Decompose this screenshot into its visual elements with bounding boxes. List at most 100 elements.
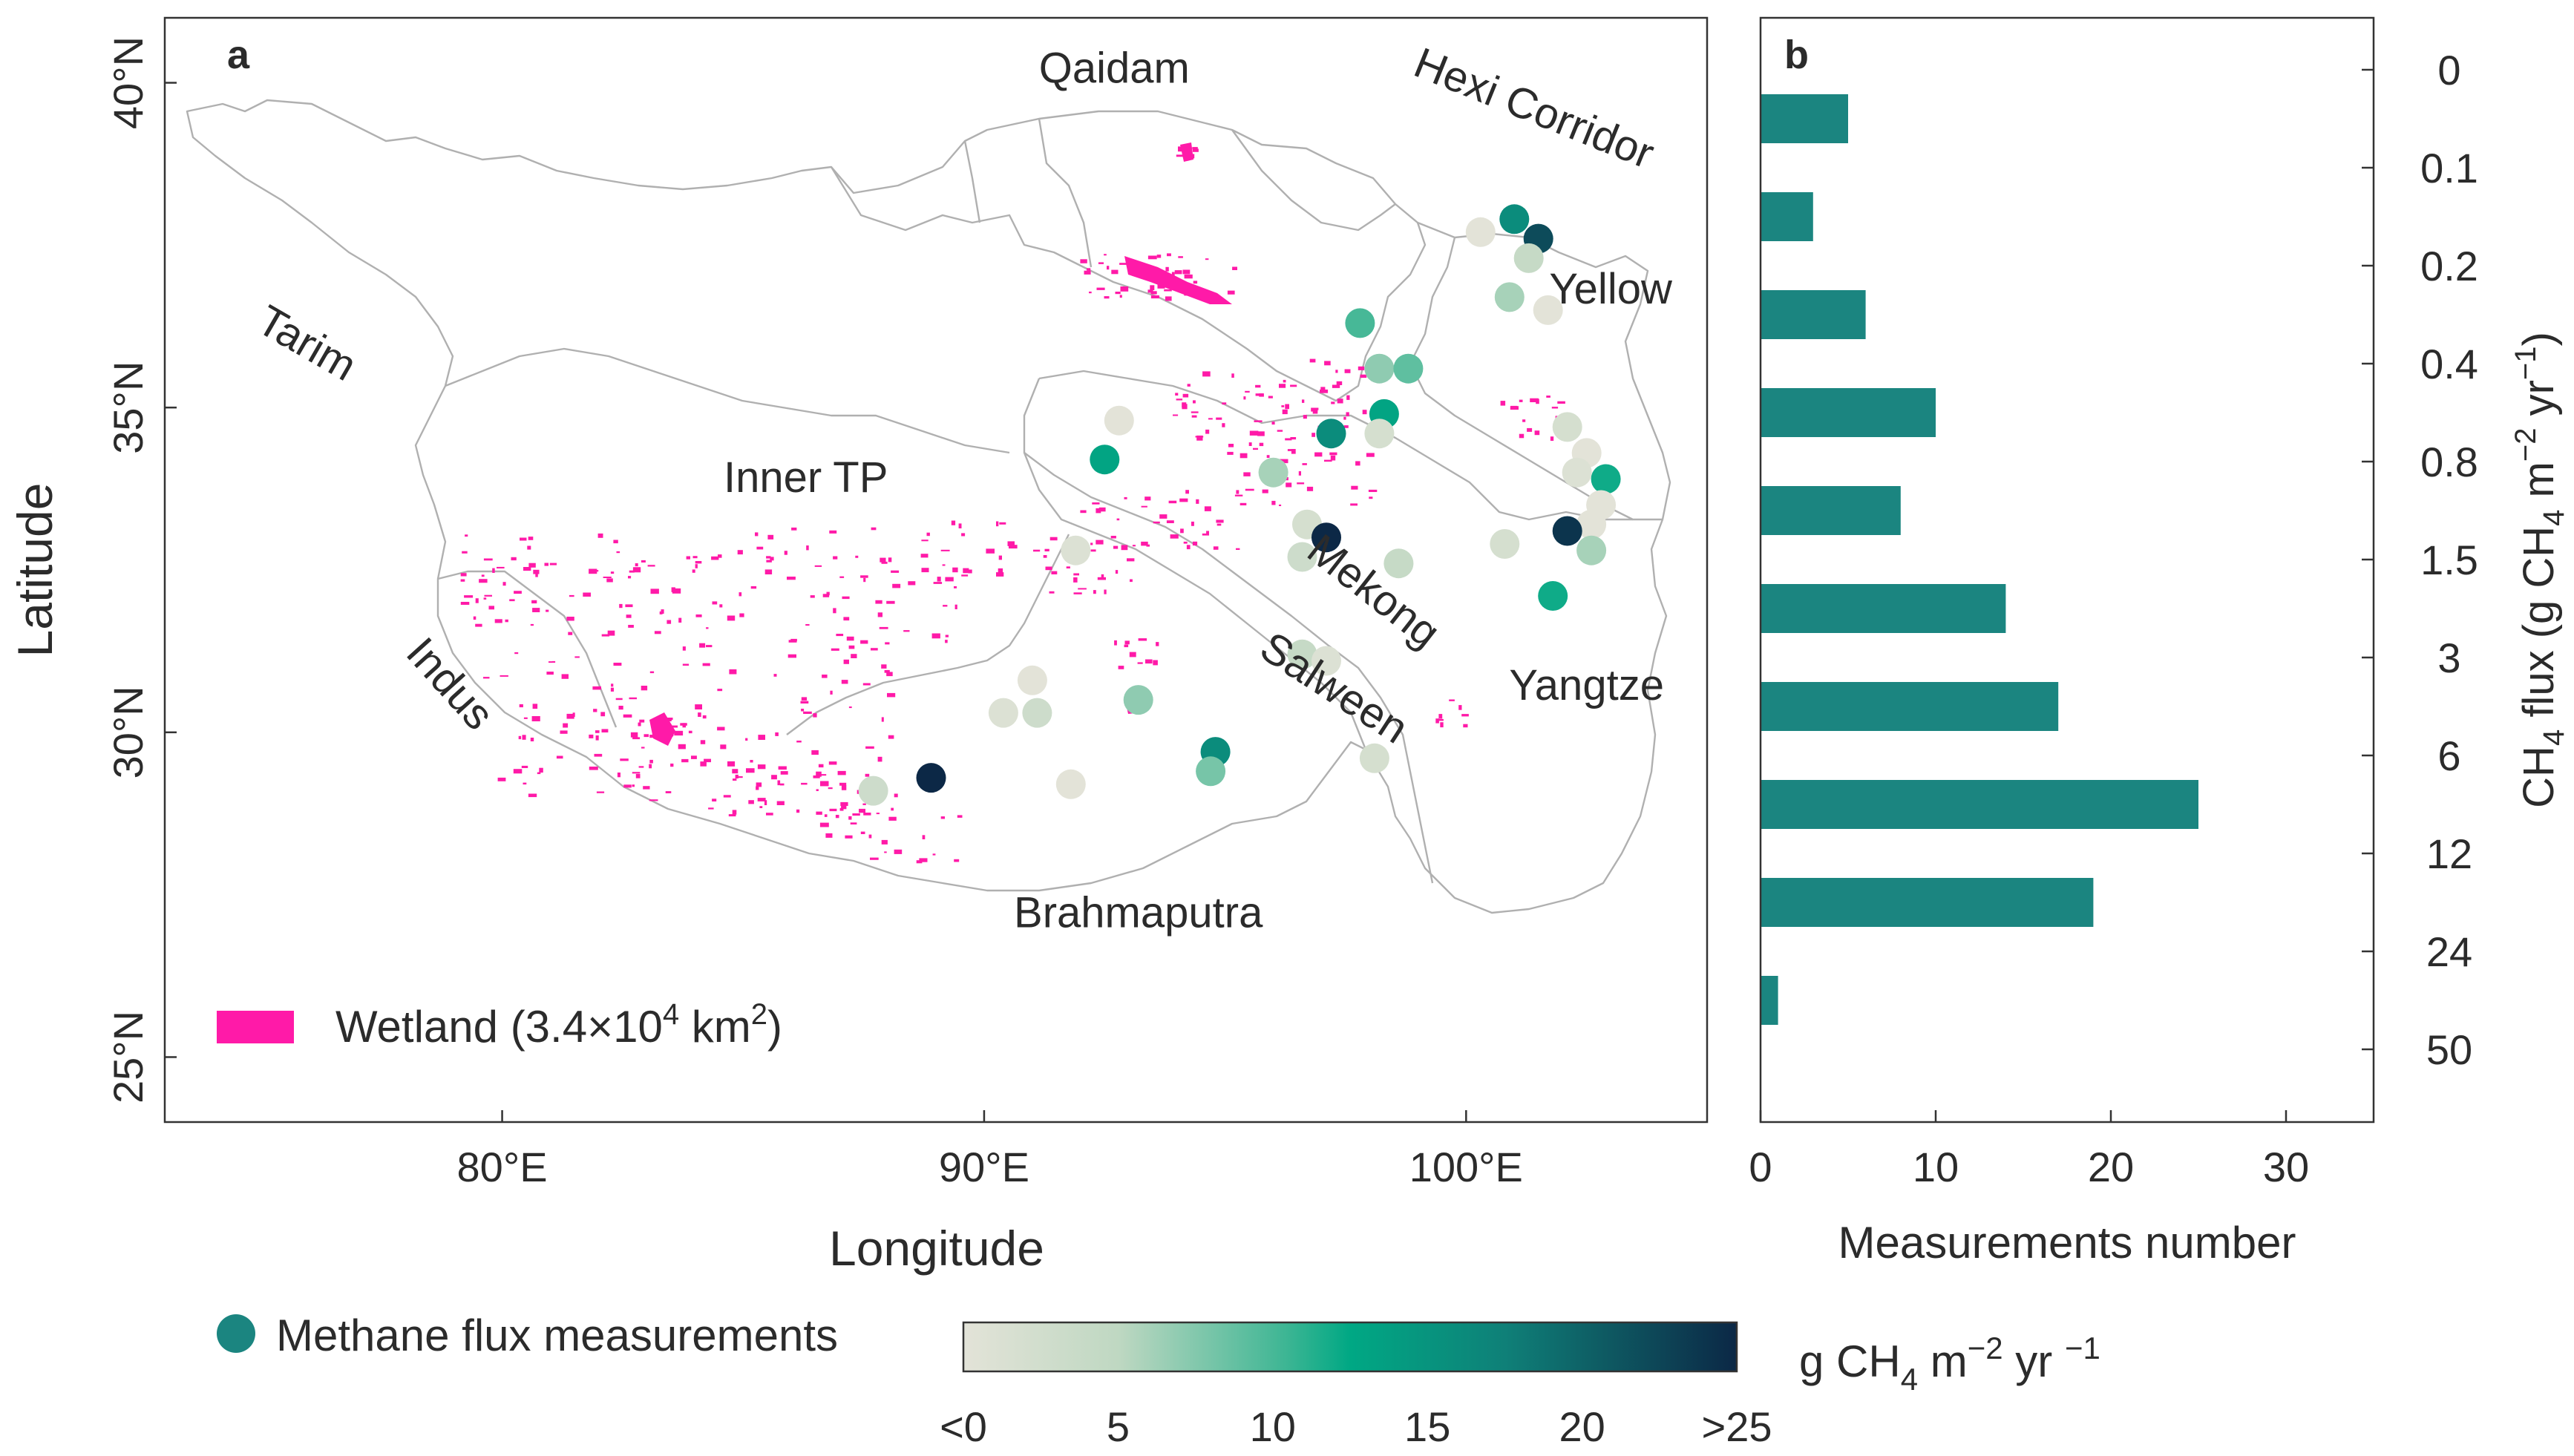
wetland-patch: [787, 577, 796, 580]
wetland-patch: [502, 582, 506, 586]
bar-y-tick-label: 0.4: [2420, 341, 2478, 387]
wetland-patch: [628, 576, 632, 579]
wetland-patch: [632, 772, 641, 774]
wetland-patch: [1279, 504, 1282, 506]
wetland-patch: [649, 799, 658, 801]
x-tick-label: 100°E: [1409, 1144, 1523, 1190]
wetland-patch: [603, 577, 612, 578]
wetland-patch: [594, 753, 603, 757]
wetland-patch: [629, 697, 637, 700]
wetland-patch: [961, 533, 966, 537]
wetland-patch: [766, 556, 771, 559]
wetland-patch: [816, 811, 822, 815]
wetland-patch: [1147, 289, 1153, 293]
wetland-patch: [1546, 396, 1550, 398]
wetland-patch: [841, 804, 847, 810]
wetland-patch: [1080, 259, 1087, 263]
wetland-patch: [767, 534, 774, 540]
wetland-patch: [1104, 296, 1110, 299]
wetland-patch: [635, 563, 638, 567]
wetland-patch: [1124, 640, 1130, 645]
map-frame: [163, 16, 1709, 1124]
colorbar: [962, 1321, 1738, 1373]
wetland-patch: [1137, 662, 1143, 664]
wetland-patch: [998, 568, 1003, 573]
x-tick-label: 90°E: [939, 1144, 1029, 1190]
wetland-patch: [1536, 399, 1539, 404]
wetland-patch: [814, 565, 822, 567]
bar: [1761, 192, 1813, 241]
wetland-patch: [596, 791, 605, 793]
wetland-patch: [723, 795, 731, 798]
wetland-patch: [610, 571, 615, 574]
wetland-patch: [1175, 393, 1179, 396]
wetland-patch: [736, 776, 743, 778]
bar-y-tick-label: 0: [2437, 47, 2460, 94]
wetland-patch: [667, 620, 672, 624]
wetland-patch: [531, 716, 540, 721]
wetland-patch: [1534, 430, 1540, 436]
basin-boundary: [437, 570, 618, 728]
wetland-patch: [1115, 570, 1119, 574]
wetland-patch: [532, 608, 540, 612]
basin-boundary: [445, 347, 1010, 454]
wetland-patch: [560, 730, 568, 734]
wetland-patch: [479, 579, 488, 583]
wetland-patch: [1239, 502, 1247, 505]
wetland-patch: [829, 530, 837, 534]
wetland-patch: [776, 801, 785, 805]
wetland-patch: [1186, 545, 1191, 550]
wetland-patch: [1073, 592, 1082, 594]
flux-point: [1311, 522, 1341, 553]
wetland-patch: [942, 564, 946, 566]
wetland-patch: [1245, 488, 1254, 491]
wetland-patch: [1461, 714, 1469, 717]
wetland-patch: [739, 613, 744, 617]
wetland-patch: [718, 554, 722, 558]
wetland-patch: [520, 537, 527, 541]
wetland-patch: [943, 605, 948, 607]
wetland-patch: [1283, 379, 1286, 383]
wetland-patch: [826, 591, 830, 596]
wetland-patch: [1202, 533, 1209, 536]
wetland-patch: [1335, 370, 1338, 373]
wetland-patch: [1232, 266, 1237, 270]
wetland-patch: [860, 640, 868, 644]
wetland-patch: [1167, 253, 1171, 257]
bar-x-tick-label: 30: [2263, 1144, 2309, 1190]
wetland-patch: [634, 567, 641, 573]
wetland-patch: [824, 814, 828, 817]
wetland-patch: [1213, 546, 1219, 550]
wetland-patch: [546, 672, 554, 675]
flux-point: [1383, 548, 1414, 579]
wetland-patch: [839, 576, 845, 578]
wetland-patch: [932, 853, 936, 856]
wetland-patch: [887, 692, 896, 698]
wetland-patch: [998, 555, 1002, 560]
wetland-patch: [1290, 437, 1297, 440]
wetland-patch: [908, 581, 916, 586]
wetland-patch: [514, 652, 519, 655]
wetland-patch: [831, 648, 839, 651]
wetland-patch: [933, 582, 943, 584]
wetland-patch: [1176, 399, 1183, 401]
wetland-patch: [1124, 496, 1127, 499]
wetland-swatch: [217, 1011, 294, 1043]
basin-boundary: [1231, 129, 1396, 232]
flux-point: [1196, 756, 1226, 787]
flux-point: [1513, 243, 1544, 273]
wetland-patch: [686, 556, 690, 560]
wetland-patch: [1104, 254, 1107, 256]
wetland-patch: [884, 669, 890, 673]
wetland-patch: [728, 814, 736, 817]
wetland-patch: [1164, 289, 1172, 292]
wetland-patch: [1192, 541, 1198, 546]
wetland-patch: [1248, 442, 1252, 446]
wetland-patch: [1438, 714, 1443, 719]
flux-point: [1499, 204, 1530, 235]
wetland-patch: [816, 789, 819, 791]
wetland-patch: [1302, 463, 1307, 465]
wetland-patch: [756, 546, 764, 550]
basin-boundary: [786, 534, 1070, 735]
